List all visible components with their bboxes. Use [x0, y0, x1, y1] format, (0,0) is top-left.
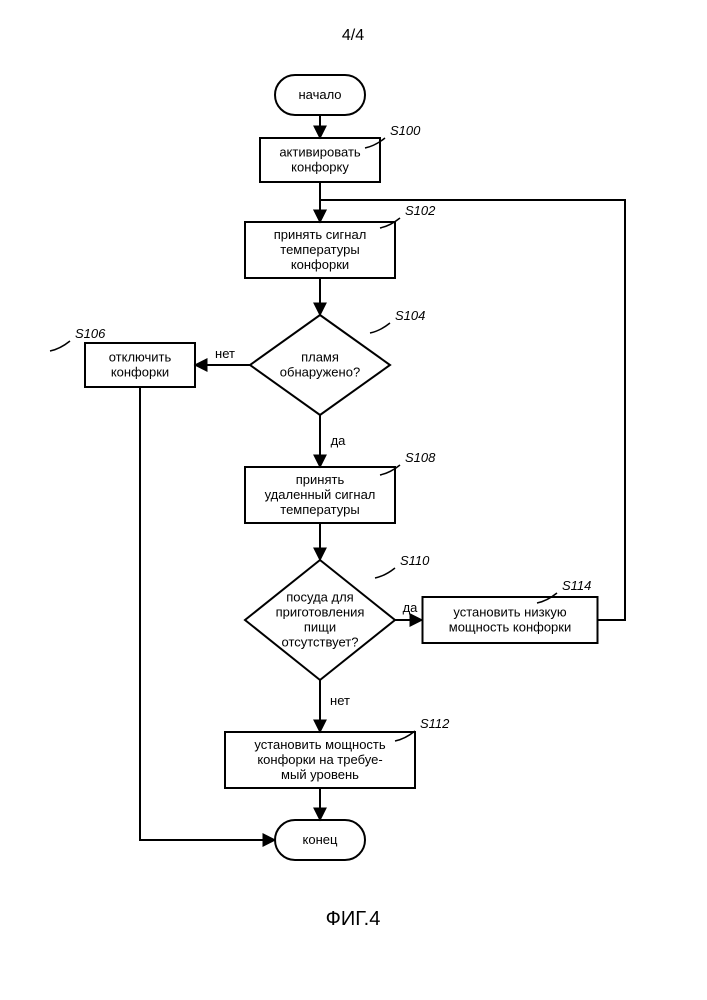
svg-text:активировать: активировать — [279, 145, 361, 160]
svg-text:установить мощность: установить мощность — [254, 737, 386, 752]
label-s104: S104 — [395, 308, 425, 323]
label-s102: S102 — [405, 203, 436, 218]
edge-label-4: нет — [215, 346, 235, 361]
svg-text:пламя: пламя — [301, 350, 339, 365]
label-s110: S110 — [400, 553, 430, 568]
svg-text:установить низкую: установить низкую — [453, 605, 567, 620]
svg-text:конфорку: конфорку — [291, 160, 349, 175]
svg-text:конфорки: конфорки — [111, 365, 169, 380]
label-s112: S112 — [420, 716, 450, 731]
svg-text:принять: принять — [296, 472, 345, 487]
svg-text:отсутствует?: отсутствует? — [282, 635, 359, 650]
svg-text:температуры: температуры — [280, 242, 359, 257]
svg-text:приготовления: приготовления — [276, 605, 365, 620]
label-s108: S108 — [405, 450, 436, 465]
svg-text:пищи: пищи — [304, 620, 336, 635]
svg-text:начало: начало — [298, 87, 341, 102]
edge-label-7: нет — [330, 693, 350, 708]
figure-caption: ФИГ.4 — [326, 908, 381, 930]
svg-text:температуры: температуры — [280, 502, 359, 517]
svg-text:посуда для: посуда для — [286, 590, 353, 605]
svg-text:отключить: отключить — [109, 350, 172, 365]
svg-text:конфорки: конфорки — [291, 257, 349, 272]
edge-label-6: да — [403, 600, 419, 615]
edge-label-3: да — [331, 433, 347, 448]
label-s106: S106 — [75, 326, 106, 341]
label-s114: S114 — [562, 578, 591, 593]
svg-text:конфорки на требуе-: конфорки на требуе- — [257, 752, 382, 767]
svg-text:мощность конфорки: мощность конфорки — [449, 620, 571, 635]
svg-text:удаленный сигнал: удаленный сигнал — [265, 487, 376, 502]
svg-text:обнаружено?: обнаружено? — [280, 365, 360, 380]
svg-text:конец: конец — [303, 832, 338, 847]
page-number: 4/4 — [342, 27, 364, 44]
svg-text:принять сигнал: принять сигнал — [274, 227, 367, 242]
label-s100: S100 — [390, 123, 421, 138]
svg-text:мый уровень: мый уровень — [281, 767, 359, 782]
